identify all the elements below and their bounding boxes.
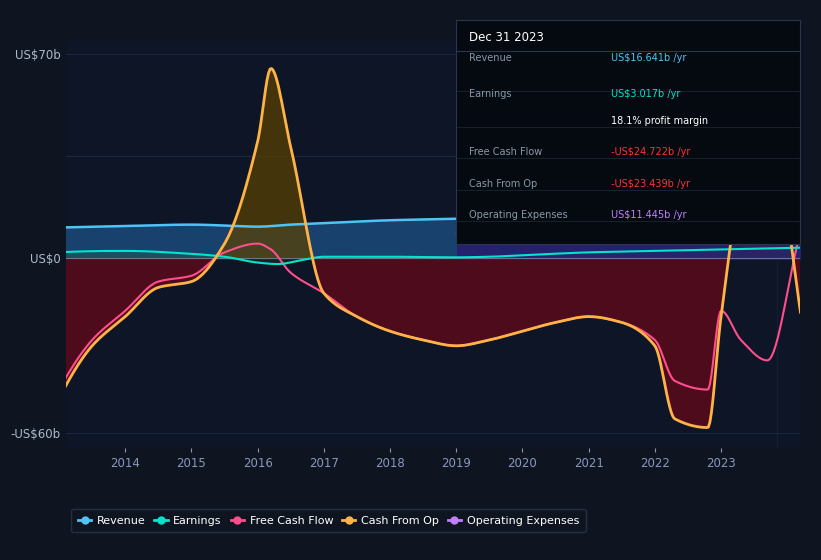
Text: -US$24.722b /yr: -US$24.722b /yr	[611, 147, 690, 157]
Text: Revenue: Revenue	[470, 53, 512, 63]
Text: US$16.641b /yr: US$16.641b /yr	[611, 53, 686, 63]
Text: Operating Expenses: Operating Expenses	[470, 210, 568, 220]
Text: 18.1% profit margin: 18.1% profit margin	[611, 116, 708, 126]
Text: US$3.017b /yr: US$3.017b /yr	[611, 89, 681, 99]
Legend: Revenue, Earnings, Free Cash Flow, Cash From Op, Operating Expenses: Revenue, Earnings, Free Cash Flow, Cash …	[71, 509, 585, 533]
Text: US$11.445b /yr: US$11.445b /yr	[611, 210, 686, 220]
Text: Cash From Op: Cash From Op	[470, 179, 538, 189]
Text: Free Cash Flow: Free Cash Flow	[470, 147, 543, 157]
Text: -US$23.439b /yr: -US$23.439b /yr	[611, 179, 690, 189]
Text: Earnings: Earnings	[470, 89, 512, 99]
Text: Dec 31 2023: Dec 31 2023	[470, 31, 544, 44]
